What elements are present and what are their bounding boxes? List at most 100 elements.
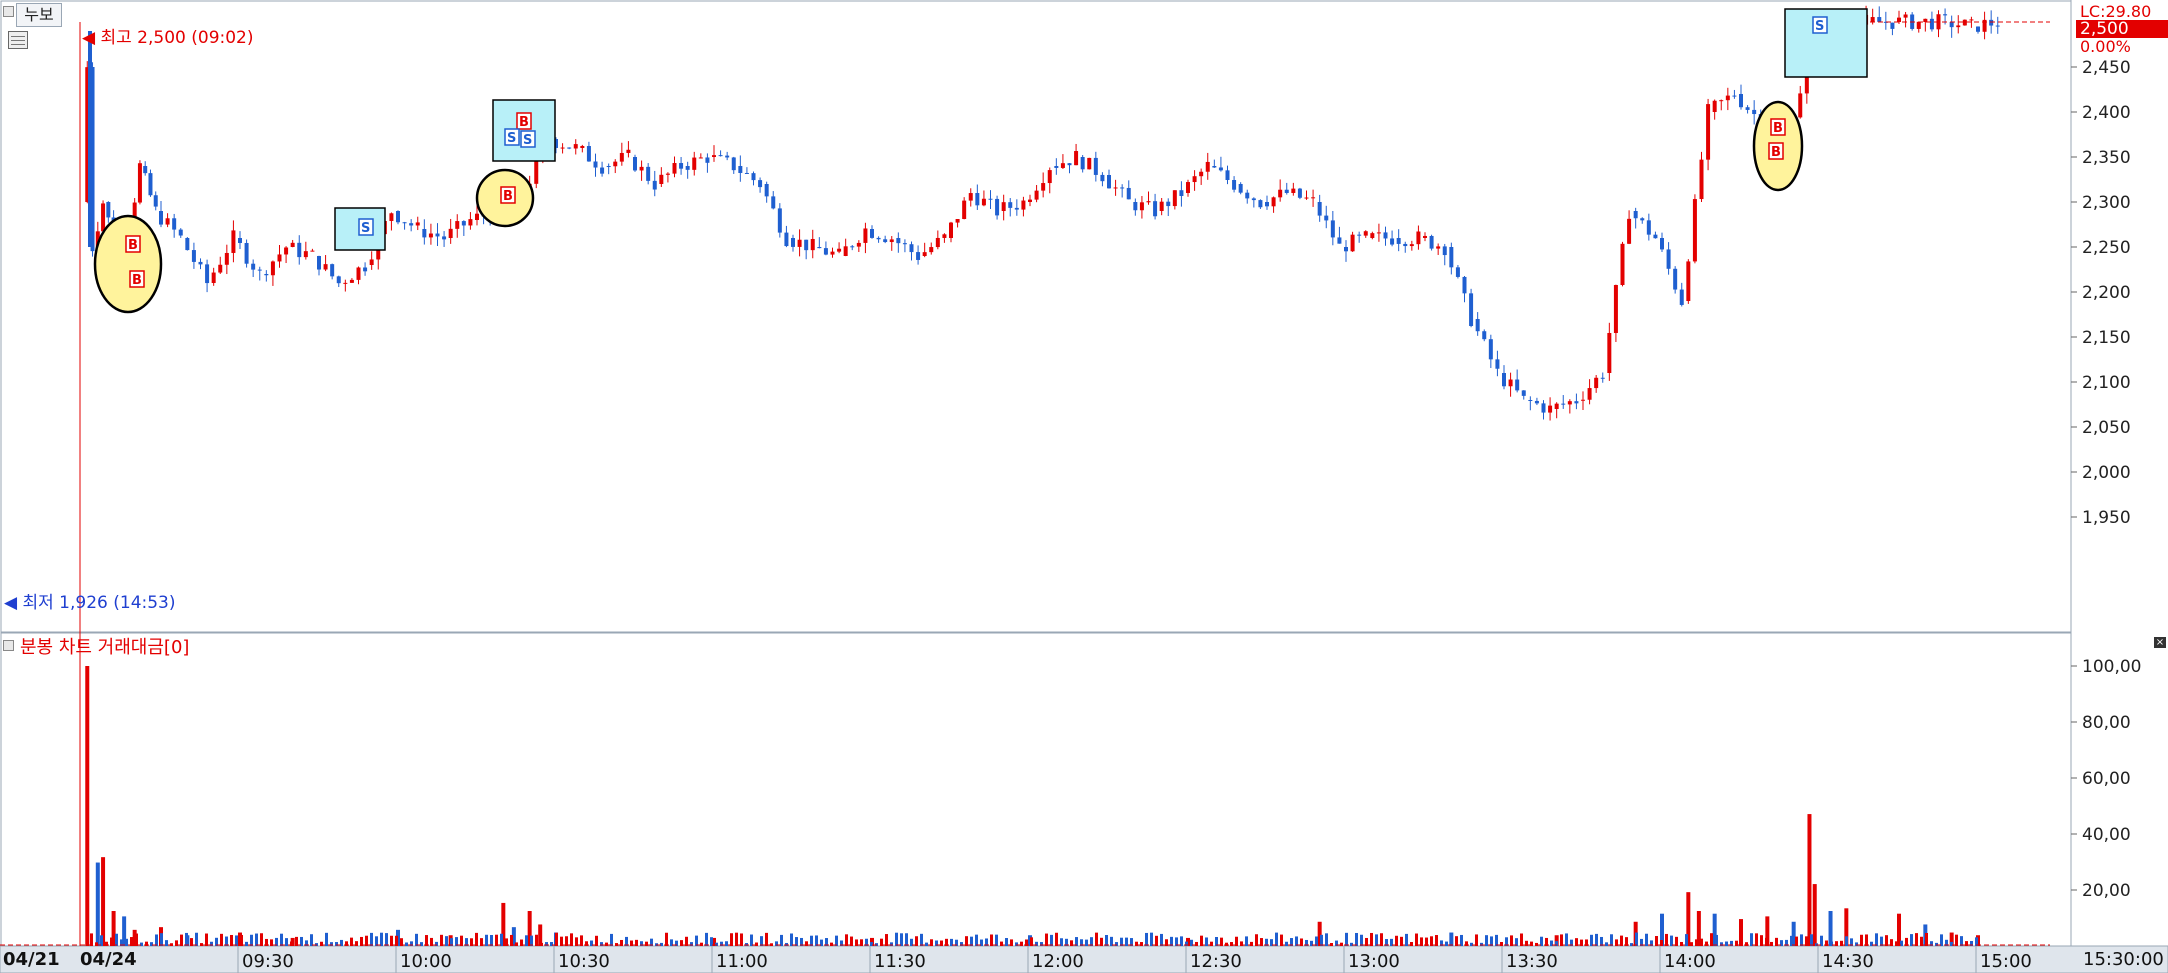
- candle-body: [455, 221, 460, 229]
- candle-body: [205, 264, 210, 284]
- candle-body: [1469, 293, 1474, 326]
- volume-bar: [585, 941, 588, 946]
- volume-bar: [905, 933, 908, 946]
- volume-bar: [245, 941, 248, 946]
- volume-bar: [1554, 935, 1559, 946]
- volume-bar: [1280, 934, 1283, 946]
- volume-bar: [1275, 932, 1278, 946]
- volume-bar: [1720, 942, 1723, 946]
- signal-tag-icon: [125, 235, 141, 253]
- volume-bar: [705, 932, 708, 946]
- volume-bar: [610, 933, 613, 946]
- volume-panel-toggle[interactable]: [3, 640, 14, 651]
- candle-body: [554, 139, 558, 148]
- volume-bar: [1625, 937, 1628, 946]
- volume-bar: [1480, 942, 1483, 946]
- candle-body: [1251, 198, 1256, 201]
- candle-body: [580, 146, 585, 148]
- panel-toggle-button[interactable]: [3, 6, 14, 17]
- volume-tick-label: 60,00: [2082, 769, 2131, 789]
- candle-body: [659, 174, 664, 184]
- candle-body: [1995, 25, 2000, 27]
- candle-body: [1706, 104, 1711, 160]
- candle-body: [738, 166, 743, 173]
- signal-tag-icon: [1812, 16, 1828, 34]
- volume-bar: [255, 933, 258, 946]
- volume-bar: [465, 938, 468, 946]
- candle-body: [1600, 377, 1605, 379]
- volume-bar: [1740, 939, 1743, 946]
- volume-bar: [1225, 942, 1228, 946]
- candle-body: [1087, 157, 1092, 170]
- candle-body: [1455, 267, 1460, 277]
- volume-bar: [1660, 940, 1663, 946]
- volume-bar: [1220, 937, 1223, 946]
- signal-tag-letter: S: [507, 131, 516, 146]
- price-tick-label: 2,050: [2082, 418, 2131, 438]
- volume-bar: [1500, 941, 1503, 946]
- volume-bar: [1890, 939, 1893, 946]
- volume-bar: [820, 939, 823, 946]
- volume-bar: [1385, 939, 1388, 946]
- volume-bar: [1595, 933, 1598, 946]
- candle-body: [1054, 166, 1059, 168]
- candle-body: [1956, 25, 1961, 28]
- volume-bar: [895, 932, 898, 946]
- candle-body: [777, 208, 782, 233]
- candle-body: [1107, 175, 1111, 189]
- close-panel-icon[interactable]: ×: [2154, 637, 2166, 648]
- volume-bar: [645, 941, 648, 946]
- volume-bar: [1540, 936, 1543, 946]
- candle-body: [1008, 202, 1013, 208]
- volume-bar: [1905, 937, 1908, 946]
- signal-tag-icon: [1770, 118, 1786, 136]
- time-tick-label: 13:30: [1506, 951, 1558, 972]
- volume-bar: [1605, 942, 1608, 946]
- volume-bar: [765, 932, 768, 946]
- volume-bar: [1935, 942, 1938, 946]
- volume-bar: [980, 939, 983, 946]
- volume-bar: [650, 938, 653, 946]
- volume-bar: [1585, 939, 1588, 946]
- volume-bar: [620, 939, 623, 946]
- cumulative-toggle-button[interactable]: 누보: [16, 3, 62, 27]
- volume-bar: [960, 942, 963, 946]
- candle-body: [1534, 400, 1539, 404]
- candle-body: [600, 167, 605, 174]
- candle-body: [396, 211, 400, 223]
- candle-body: [619, 152, 624, 162]
- candle-body: [90, 67, 95, 252]
- candle-body: [692, 157, 697, 170]
- volume-bar: [690, 942, 693, 946]
- candle-body: [1133, 202, 1138, 211]
- volume-bar: [1955, 934, 1958, 946]
- volume-bar: [455, 937, 458, 946]
- time-tick-label: 11:30: [874, 951, 926, 972]
- candle-body: [1883, 21, 1888, 23]
- volume-bar: [1135, 941, 1138, 946]
- candle-body: [935, 237, 940, 248]
- candle-body: [1692, 199, 1697, 262]
- volume-panel-title: 분봉 차트 거래대금[0]: [20, 637, 190, 658]
- signal-tag-icon: [520, 130, 536, 148]
- grid-view-icon[interactable]: [8, 31, 28, 49]
- volume-bar: [1105, 934, 1108, 946]
- volume-bar: [1445, 941, 1448, 946]
- volume-bar: [815, 935, 818, 946]
- volume-bar: [1070, 940, 1073, 946]
- candle-body: [1488, 339, 1493, 360]
- candle-body: [929, 247, 934, 253]
- signal-tag-letter: B: [132, 273, 142, 288]
- volume-bar: [775, 941, 778, 946]
- candle-body: [1976, 26, 1980, 32]
- candle-body: [1449, 247, 1454, 268]
- candle-body: [1376, 232, 1381, 234]
- volume-bar: [527, 911, 532, 946]
- candle-body: [975, 193, 980, 206]
- volume-bar: [1040, 942, 1043, 946]
- candle-body: [870, 229, 874, 238]
- candle-body: [1357, 234, 1362, 236]
- candle-body: [1245, 192, 1250, 199]
- candle-body: [1916, 21, 1921, 29]
- volume-bar: [1490, 936, 1493, 946]
